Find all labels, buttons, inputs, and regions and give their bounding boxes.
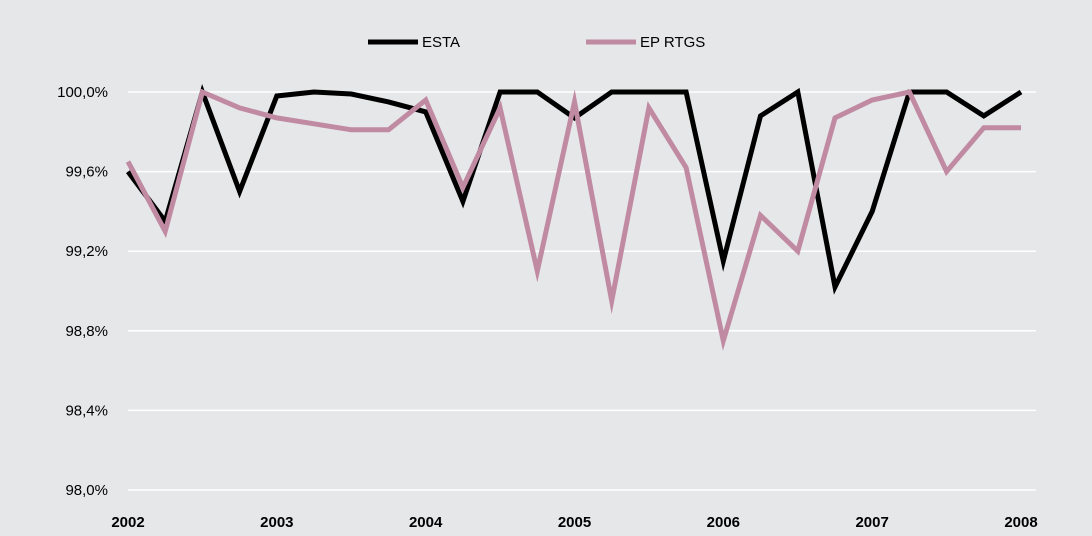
x-tick-label: 2004 [409,514,443,531]
gridlines [128,91,1036,491]
legend-label: EP RTGS [640,34,705,51]
y-axis-ticks: 98,0% 98,4% 98,8% 99,2% 99,6% 100,0% [57,84,108,499]
x-tick-label: 2007 [855,514,888,531]
y-tick-label: 98,4% [65,402,108,419]
y-tick-label: 98,0% [65,482,108,499]
y-tick-label: 98,8% [65,323,108,340]
x-tick-label: 2008 [1004,514,1037,531]
x-tick-label: 2003 [260,514,293,531]
legend: ESTA EP RTGS [368,34,705,51]
x-tick-label: 2002 [111,514,144,531]
x-tick-label: 2005 [558,514,591,531]
series-line-ep-rtgs [125,88,1021,351]
series-line-esta [125,84,1023,295]
y-tick-label: 99,6% [65,164,108,181]
legend-label: ESTA [422,34,460,51]
y-tick-label: 100,0% [57,84,108,101]
series-lines [125,84,1023,351]
y-tick-label: 99,2% [65,243,108,260]
x-axis-ticks: 2002 2003 2004 2005 2006 2007 2008 [111,514,1037,531]
x-tick-label: 2006 [707,514,740,531]
